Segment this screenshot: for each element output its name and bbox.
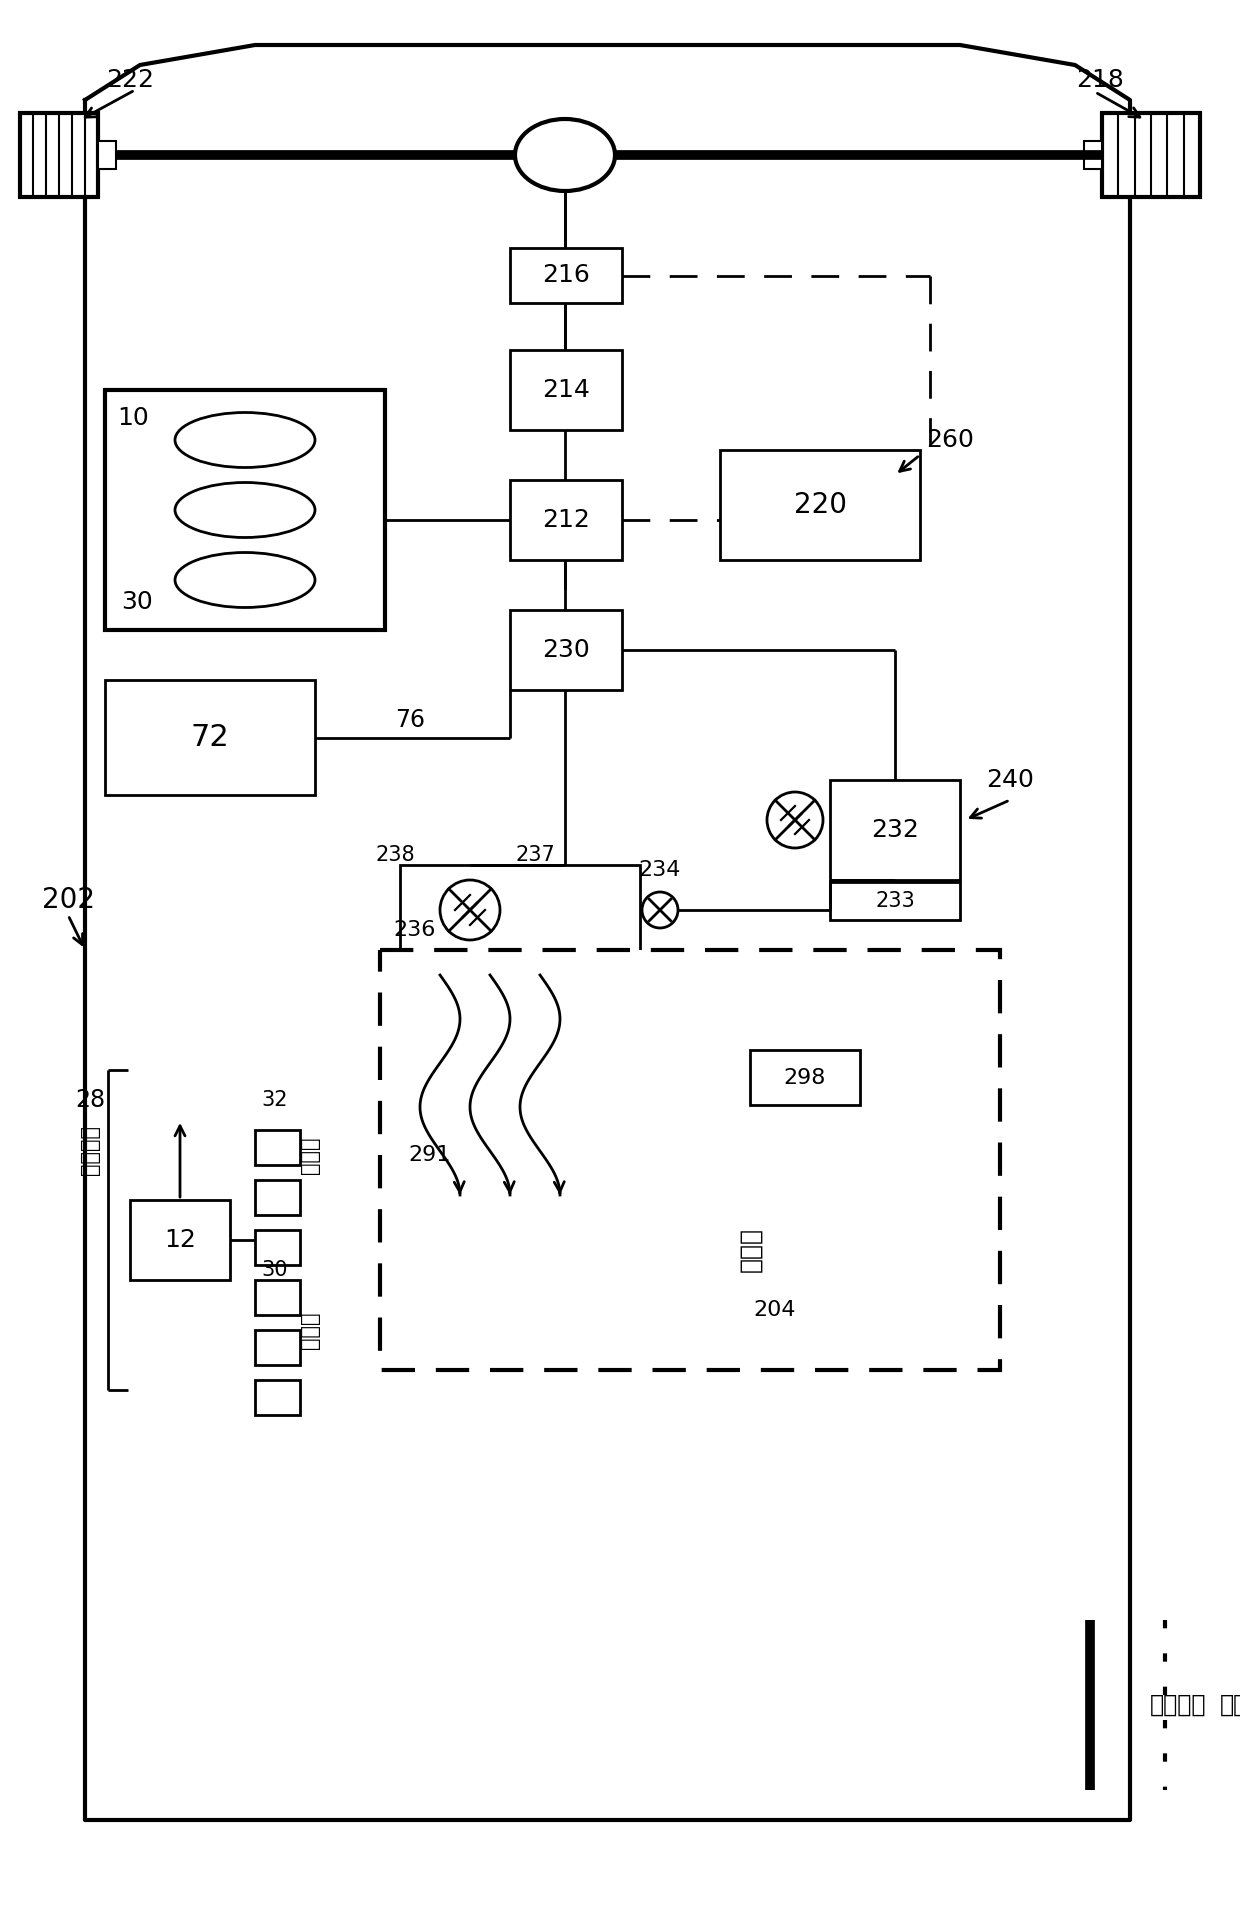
Bar bbox=[255, 1280, 300, 1316]
Bar bbox=[1084, 141, 1102, 170]
Bar bbox=[510, 481, 622, 561]
Text: 致动器: 致动器 bbox=[300, 1137, 320, 1173]
Bar bbox=[379, 950, 999, 1369]
Bar bbox=[510, 248, 622, 303]
Text: 32: 32 bbox=[262, 1091, 288, 1110]
Ellipse shape bbox=[175, 412, 315, 467]
Text: 72: 72 bbox=[191, 723, 229, 751]
Bar bbox=[830, 883, 960, 919]
Bar bbox=[510, 610, 622, 690]
Circle shape bbox=[768, 791, 823, 849]
Text: 234: 234 bbox=[639, 860, 681, 879]
Bar bbox=[255, 1230, 300, 1264]
Text: 240: 240 bbox=[986, 769, 1034, 791]
Text: 298: 298 bbox=[784, 1068, 826, 1087]
Text: 238: 238 bbox=[376, 845, 415, 866]
Circle shape bbox=[642, 892, 678, 929]
Bar bbox=[720, 450, 920, 561]
Bar bbox=[255, 1381, 300, 1415]
Text: 237: 237 bbox=[515, 845, 554, 866]
Bar bbox=[510, 351, 622, 429]
Bar bbox=[105, 681, 315, 795]
Text: 291: 291 bbox=[409, 1144, 451, 1165]
Text: 电气连接: 电气连接 bbox=[1220, 1693, 1240, 1716]
Bar bbox=[401, 866, 640, 955]
Text: 控制系统: 控制系统 bbox=[81, 1125, 100, 1175]
Bar bbox=[255, 1180, 300, 1215]
Text: 76: 76 bbox=[396, 707, 425, 732]
Bar bbox=[830, 780, 960, 879]
Text: 202: 202 bbox=[41, 887, 94, 913]
Bar bbox=[255, 1131, 300, 1165]
Text: 机械连接: 机械连接 bbox=[1149, 1693, 1207, 1716]
Bar bbox=[750, 1051, 861, 1104]
Text: 260: 260 bbox=[926, 427, 973, 452]
Text: 214: 214 bbox=[542, 378, 590, 402]
Text: 230: 230 bbox=[542, 639, 590, 662]
Text: 30: 30 bbox=[262, 1261, 288, 1280]
Text: 220: 220 bbox=[794, 490, 847, 519]
Text: 传感器: 传感器 bbox=[300, 1312, 320, 1348]
Text: 232: 232 bbox=[870, 818, 919, 843]
Text: 12: 12 bbox=[164, 1228, 196, 1253]
Text: 222: 222 bbox=[105, 69, 154, 92]
Text: 乘客室: 乘客室 bbox=[738, 1228, 763, 1272]
Bar bbox=[255, 1329, 300, 1365]
Circle shape bbox=[440, 879, 500, 940]
Bar bbox=[130, 1200, 229, 1280]
Ellipse shape bbox=[515, 118, 615, 191]
Ellipse shape bbox=[175, 553, 315, 608]
Text: 236: 236 bbox=[394, 919, 436, 940]
Text: 233: 233 bbox=[875, 891, 915, 912]
Bar bbox=[105, 391, 384, 629]
Bar bbox=[20, 113, 98, 196]
Text: 30: 30 bbox=[122, 589, 153, 614]
Text: 216: 216 bbox=[542, 263, 590, 288]
Ellipse shape bbox=[175, 482, 315, 538]
Text: 218: 218 bbox=[1076, 69, 1123, 92]
Bar bbox=[98, 141, 117, 170]
Bar bbox=[1102, 113, 1200, 196]
Text: 212: 212 bbox=[542, 507, 590, 532]
Text: 204: 204 bbox=[754, 1301, 796, 1320]
Text: 28: 28 bbox=[74, 1089, 105, 1112]
Text: 10: 10 bbox=[117, 406, 149, 429]
